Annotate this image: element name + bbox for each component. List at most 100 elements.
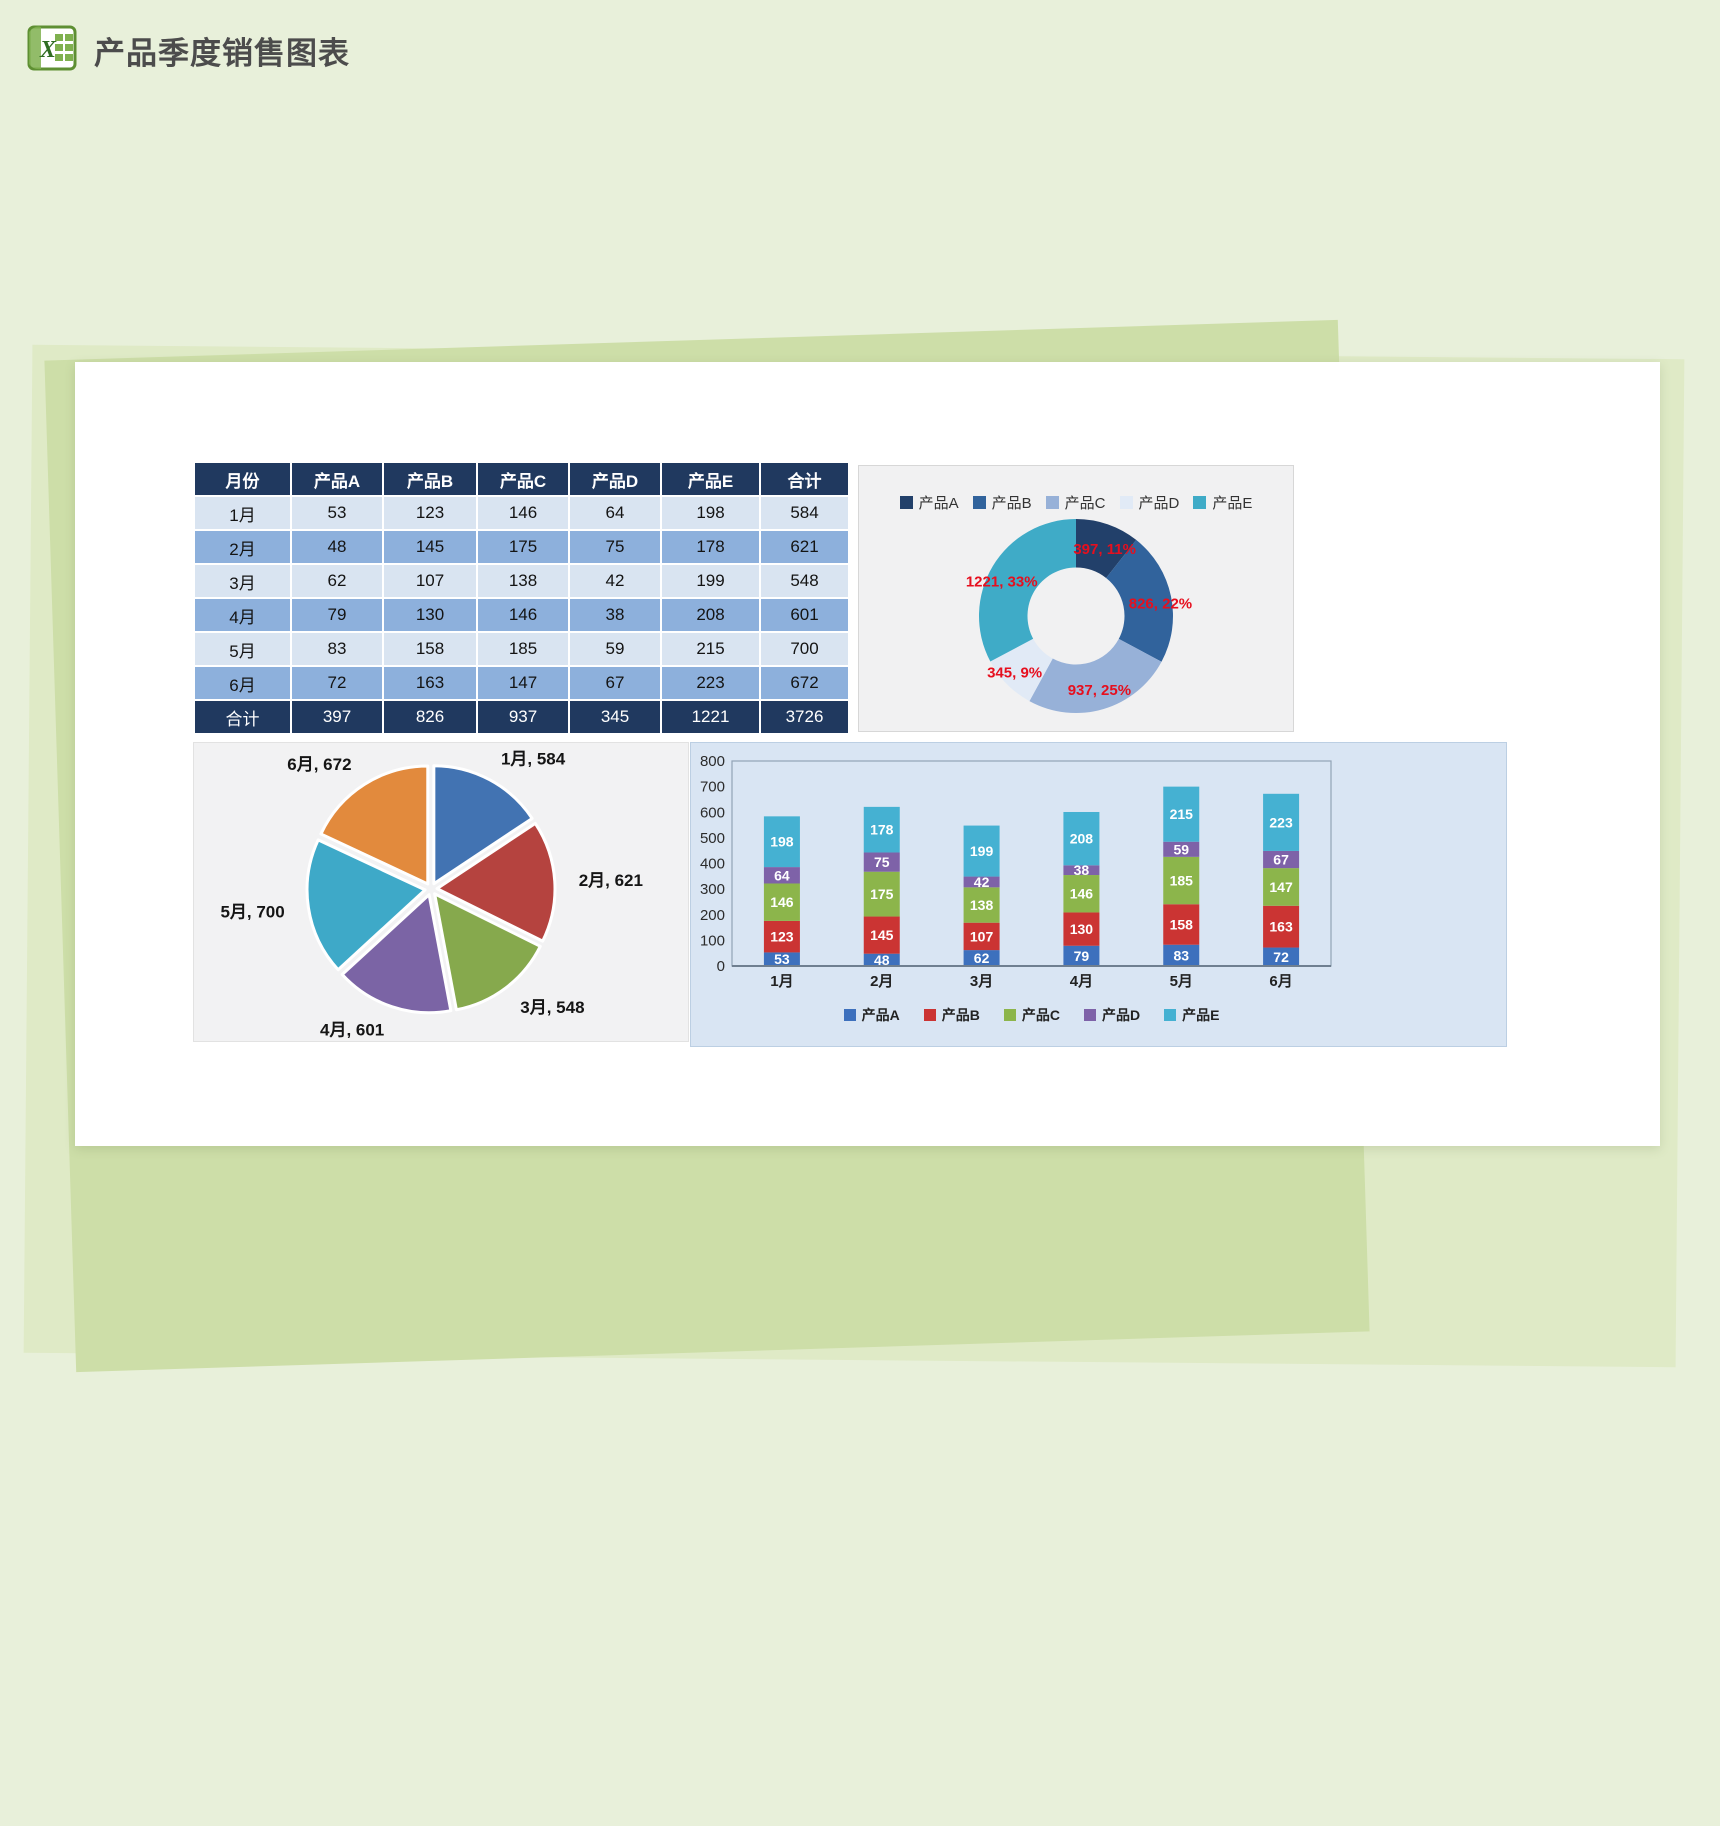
table-cell: 146 bbox=[478, 599, 568, 631]
bar-segment-产品E-6月 bbox=[1263, 793, 1300, 851]
donut-data-label: 345, 9% bbox=[987, 665, 1042, 682]
table-cell: 64 bbox=[570, 497, 660, 529]
table-cell: 163 bbox=[384, 667, 476, 699]
x-axis-category-label: 6月 bbox=[1269, 973, 1292, 990]
table-header-cell: 产品B bbox=[384, 463, 476, 495]
legend-swatch bbox=[1164, 1009, 1177, 1021]
legend-item: 产品B bbox=[972, 492, 1032, 513]
legend-label: 产品B bbox=[991, 495, 1032, 512]
table-cell: 38 bbox=[570, 599, 660, 631]
legend-item: 产品C bbox=[1045, 492, 1106, 513]
table-cell: 合计 bbox=[195, 701, 290, 733]
bar-value-label: 38 bbox=[1074, 862, 1090, 878]
bar-segment-产品D-5月 bbox=[1163, 841, 1200, 857]
bar-value-label: 130 bbox=[1070, 921, 1094, 937]
pie-slice-5月 bbox=[305, 838, 427, 972]
table-cell: 199 bbox=[662, 565, 759, 597]
legend-swatch bbox=[1083, 1009, 1096, 1021]
table-header-cell: 产品A bbox=[292, 463, 382, 495]
table-cell: 345 bbox=[570, 701, 660, 733]
legend-swatch bbox=[1003, 1009, 1016, 1021]
plot-border bbox=[731, 760, 1332, 967]
table-cell: 175 bbox=[478, 531, 568, 563]
table-cell: 2月 bbox=[195, 531, 290, 563]
table-cell: 138 bbox=[478, 565, 568, 597]
table-cell: 42 bbox=[570, 565, 660, 597]
bar-segment-产品D-2月 bbox=[863, 852, 900, 872]
bar-value-label: 62 bbox=[974, 950, 990, 966]
bar-segment-产品D-3月 bbox=[963, 876, 1000, 888]
bar-segment-产品D-6月 bbox=[1263, 850, 1300, 869]
legend-item: 产品E bbox=[1193, 492, 1252, 513]
table-row: 2月 48 145 175 75 178 621 bbox=[195, 531, 848, 563]
bar-value-label: 48 bbox=[874, 952, 890, 968]
donut-legend: 产品A 产品B 产品C 产品D 产品E bbox=[859, 492, 1293, 513]
table-cell: 198 bbox=[662, 497, 759, 529]
pie-data-label: 2月, 621 bbox=[579, 871, 643, 890]
y-axis-tick-label: 500 bbox=[700, 830, 725, 847]
table-cell: 75 bbox=[570, 531, 660, 563]
table-cell: 158 bbox=[384, 633, 476, 665]
table-cell: 937 bbox=[478, 701, 568, 733]
table-cell: 1月 bbox=[195, 497, 290, 529]
donut-slice-产品D bbox=[990, 638, 1053, 702]
table-cell: 223 bbox=[662, 667, 759, 699]
bar-segment-产品D-1月 bbox=[763, 867, 800, 884]
donut-chart-panel: 产品A 产品B 产品C 产品D 产品E 397, 11% 826, 22% 937, 25%… bbox=[858, 465, 1294, 732]
bar-segment-产品E-2月 bbox=[863, 806, 900, 853]
pie-data-label: 4月, 601 bbox=[320, 1020, 384, 1039]
pie-chart-panel: 1月, 584 2月, 621 3月, 548 4月, 601 5月, 700 6月, 6… bbox=[193, 742, 689, 1042]
pie-slice-2月 bbox=[435, 821, 557, 943]
table-cell: 107 bbox=[384, 565, 476, 597]
donut-slice-产品C bbox=[1029, 638, 1162, 713]
donut-data-label: 826, 22% bbox=[1129, 596, 1192, 613]
y-axis-tick-label: 800 bbox=[700, 753, 725, 770]
table-cell: 700 bbox=[761, 633, 848, 665]
bar-value-label: 198 bbox=[770, 834, 794, 850]
bar-legend: 产品A 产品B 产品C 产品D 产品E bbox=[732, 1005, 1331, 1025]
page-title: 产品季度销售图表 bbox=[94, 36, 350, 71]
legend-label: 产品C bbox=[1021, 1007, 1060, 1023]
svg-text:X: X bbox=[39, 37, 57, 63]
bar-value-label: 67 bbox=[1273, 852, 1289, 868]
bar-value-label: 75 bbox=[874, 854, 890, 870]
pie-data-label: 1月, 584 bbox=[501, 750, 566, 769]
donut-slice-产品E bbox=[979, 519, 1076, 662]
legend-item: 产品E bbox=[1164, 1005, 1219, 1025]
table-header-cell: 月份 bbox=[195, 463, 290, 495]
x-axis-category-label: 5月 bbox=[1170, 973, 1193, 990]
legend-label: 产品B bbox=[941, 1007, 980, 1023]
bar-segment-产品A-5月 bbox=[1163, 944, 1200, 966]
page-header: X 产品季度销售图表 bbox=[0, 0, 1720, 100]
bar-segment-产品C-2月 bbox=[863, 871, 900, 917]
table-cell: 3月 bbox=[195, 565, 290, 597]
bar-value-label: 145 bbox=[870, 927, 894, 943]
donut-data-label: 397, 11% bbox=[1073, 541, 1136, 558]
table-cell: 48 bbox=[292, 531, 382, 563]
legend-swatch bbox=[972, 496, 986, 509]
legend-swatch bbox=[923, 1009, 936, 1021]
bar-value-label: 178 bbox=[870, 822, 894, 838]
pie-data-label: 5月, 700 bbox=[220, 902, 284, 921]
bar-segment-产品E-5月 bbox=[1163, 786, 1200, 842]
bar-value-label: 146 bbox=[770, 894, 794, 910]
x-axis-category-label: 1月 bbox=[770, 973, 793, 990]
legend-item: 产品D bbox=[1083, 1005, 1140, 1025]
x-axis-category-label: 2月 bbox=[870, 973, 893, 990]
bar-segment-产品B-5月 bbox=[1163, 904, 1200, 945]
bar-segment-产品B-3月 bbox=[963, 922, 1000, 951]
bar-value-label: 138 bbox=[970, 897, 994, 913]
bar-value-label: 107 bbox=[970, 928, 994, 944]
bar-value-label: 175 bbox=[870, 886, 894, 902]
bar-segment-产品C-5月 bbox=[1163, 856, 1200, 905]
table-header-cell: 产品C bbox=[478, 463, 568, 495]
bar-segment-产品C-3月 bbox=[963, 887, 1000, 923]
dashboard-card: 月份 产品A 产品B 产品C 产品D 产品E 合计 1月 53 123 146 64 198 584 2月… bbox=[75, 362, 1660, 1146]
table-cell: 215 bbox=[662, 633, 759, 665]
bar-segment-产品C-1月 bbox=[763, 883, 800, 921]
table-header-row: 月份 产品A 产品B 产品C 产品D 产品E 合计 bbox=[195, 463, 848, 495]
table-cell: 130 bbox=[384, 599, 476, 631]
table-row: 5月 83 158 185 59 215 700 bbox=[195, 633, 848, 665]
pie-slice-6月 bbox=[319, 764, 430, 886]
